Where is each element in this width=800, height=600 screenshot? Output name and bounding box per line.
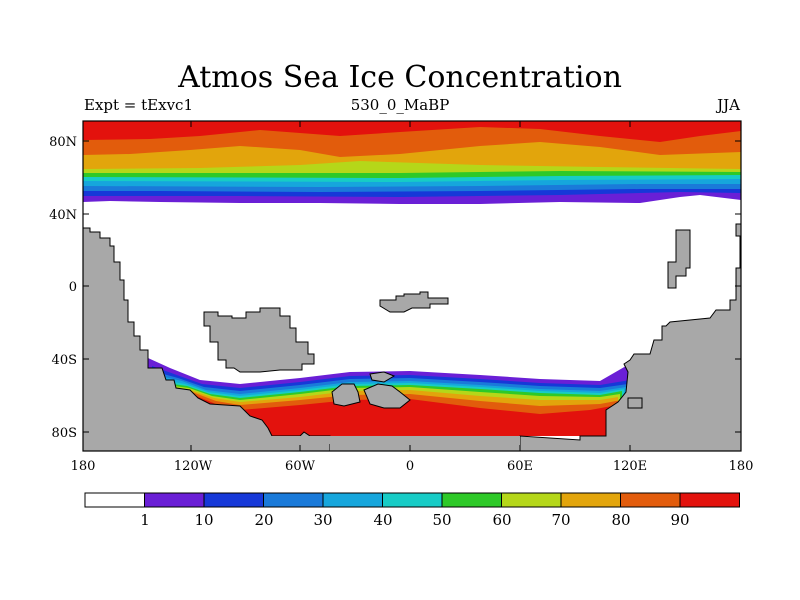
lon-tick-labels: 180 120W 60W 0 60E 120E 180 bbox=[71, 459, 754, 474]
lon-label: 180 bbox=[71, 459, 96, 474]
colorbar-label: 1 bbox=[140, 511, 150, 529]
time-label: 530_0_MaBP bbox=[350, 96, 450, 114]
colorbar-swatch bbox=[620, 492, 681, 508]
lat-label: 80S bbox=[52, 426, 77, 441]
lon-label: 60E bbox=[507, 459, 533, 474]
lat-label: 40S bbox=[52, 353, 77, 368]
colorbar-swatch bbox=[322, 492, 383, 508]
lon-label: 120E bbox=[613, 459, 647, 474]
colorbar-labels: 1 10 20 30 40 50 60 70 80 90 bbox=[140, 511, 689, 529]
colorbar bbox=[84, 492, 740, 508]
colorbar-label: 20 bbox=[254, 511, 273, 529]
colorbar-swatch bbox=[679, 492, 740, 508]
colorbar-swatch bbox=[501, 492, 562, 508]
colorbar-label: 40 bbox=[373, 511, 392, 529]
lat-label: 80N bbox=[49, 135, 77, 150]
southern-continent bbox=[270, 436, 520, 451]
lat-tick-labels: 80N 40N 0 40S 80S bbox=[49, 135, 77, 441]
season-label: JJA bbox=[717, 96, 740, 114]
ice-shelf-island-b bbox=[363, 383, 411, 409]
ice-band-90 bbox=[166, 392, 642, 436]
colorbar-swatch bbox=[382, 492, 443, 508]
colorbar-label: 60 bbox=[492, 511, 511, 529]
equatorial-island bbox=[379, 291, 449, 313]
east-coast-strip bbox=[519, 223, 742, 452]
colorbar-label: 30 bbox=[313, 511, 332, 529]
lon-label: 60W bbox=[285, 459, 316, 474]
colorbar-swatch bbox=[144, 492, 205, 508]
colorbar-swatch bbox=[263, 492, 324, 508]
colorbar-swatch bbox=[203, 492, 264, 508]
colorbar-label: 50 bbox=[432, 511, 451, 529]
ice-shelf-island-c bbox=[369, 371, 396, 383]
ice-shelf-island-d bbox=[627, 397, 643, 409]
colorbar-swatch bbox=[84, 492, 145, 508]
experiment-label: Expt = tExvc1 bbox=[84, 96, 193, 114]
lat-tick-marks bbox=[83, 140, 741, 433]
central-continent bbox=[203, 307, 315, 373]
colorbar-label: 70 bbox=[551, 511, 570, 529]
northern-sea-ice bbox=[83, 121, 741, 204]
colorbar-label: 10 bbox=[194, 511, 213, 529]
landmasses bbox=[82, 223, 742, 452]
colorbar-label: 80 bbox=[611, 511, 630, 529]
colorbar-swatch bbox=[441, 492, 502, 508]
lon-label: 0 bbox=[406, 459, 414, 474]
lat-label: 0 bbox=[69, 280, 77, 295]
lon-label: 120W bbox=[174, 459, 213, 474]
lon-tick-marks bbox=[190, 121, 631, 451]
colorbar-label: 90 bbox=[670, 511, 689, 529]
colorbar-swatch bbox=[560, 492, 621, 508]
lon-label: 180 bbox=[729, 459, 754, 474]
ice-shelf-island-a bbox=[331, 383, 361, 407]
north-east-strip bbox=[667, 229, 691, 289]
ice-band-90 bbox=[83, 121, 741, 142]
map-title: Atmos Sea Ice Concentration bbox=[178, 60, 622, 95]
lat-label: 40N bbox=[49, 208, 77, 223]
